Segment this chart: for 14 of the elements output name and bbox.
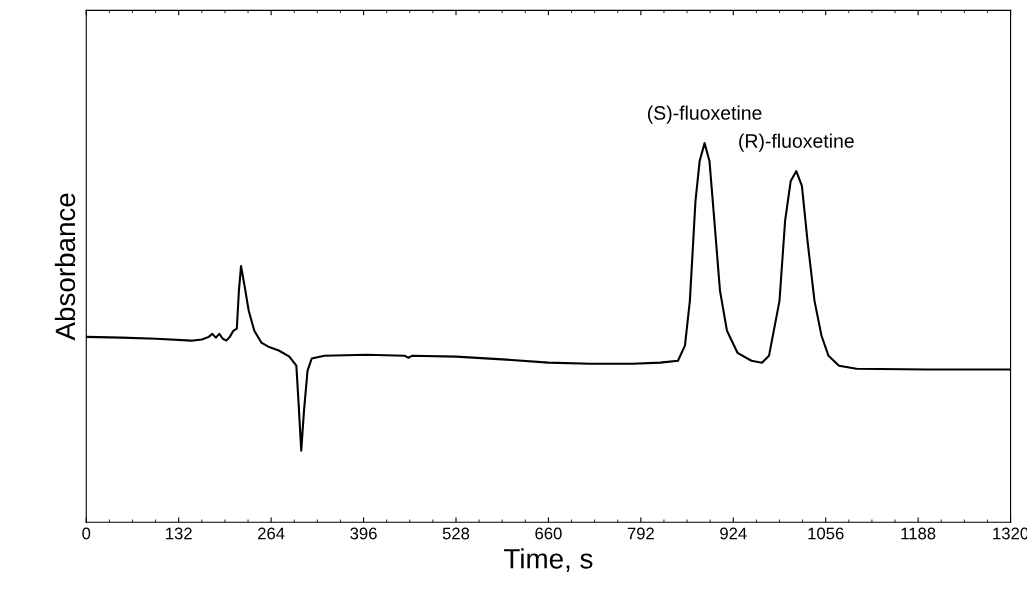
x-tick-label: 132 (166, 527, 192, 540)
annotation: (R)-fluoxetine (739, 133, 854, 152)
x-tick-label: 528 (442, 527, 470, 540)
x-tick-label: 660 (535, 527, 562, 540)
x-tick-label: 792 (627, 527, 654, 540)
y-axis-title: Absorbance (54, 193, 76, 341)
annotation: (S)-fluoxetine (647, 105, 762, 124)
x-tick-label: 396 (350, 527, 377, 540)
x-tick-label: 1188 (901, 527, 936, 540)
x-tick-label: 924 (720, 527, 747, 540)
x-axis-title: Time, s (504, 548, 593, 572)
x-tick-label: 0 (82, 527, 91, 540)
x-tick-label: 1056 (808, 527, 844, 540)
x-tick-label: 264 (258, 527, 285, 540)
